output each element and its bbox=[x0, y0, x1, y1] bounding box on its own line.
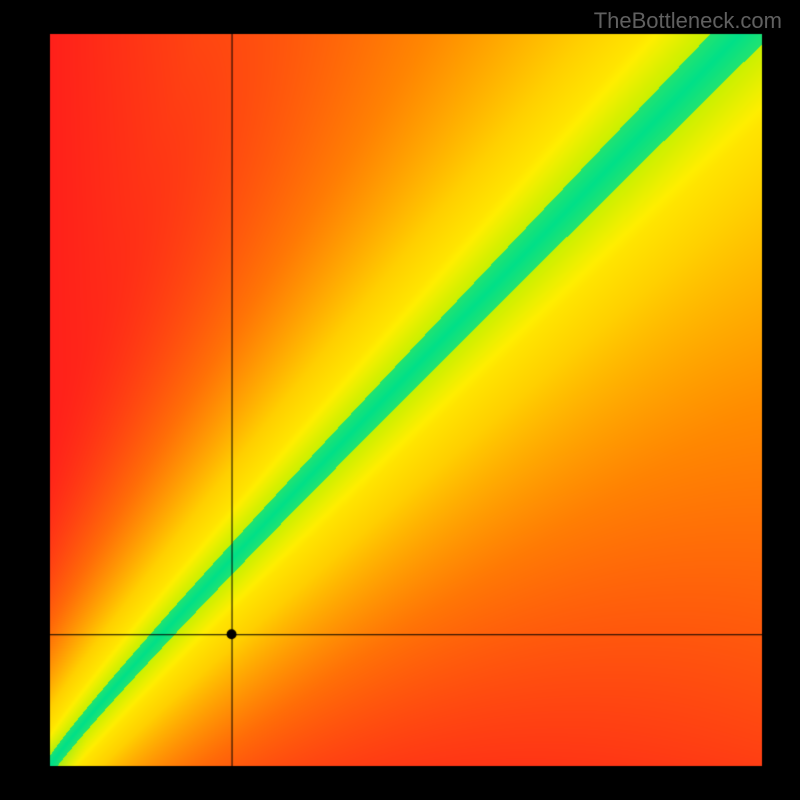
watermark-text: TheBottleneck.com bbox=[594, 8, 782, 34]
bottleneck-heatmap bbox=[0, 0, 800, 800]
chart-container: TheBottleneck.com bbox=[0, 0, 800, 800]
